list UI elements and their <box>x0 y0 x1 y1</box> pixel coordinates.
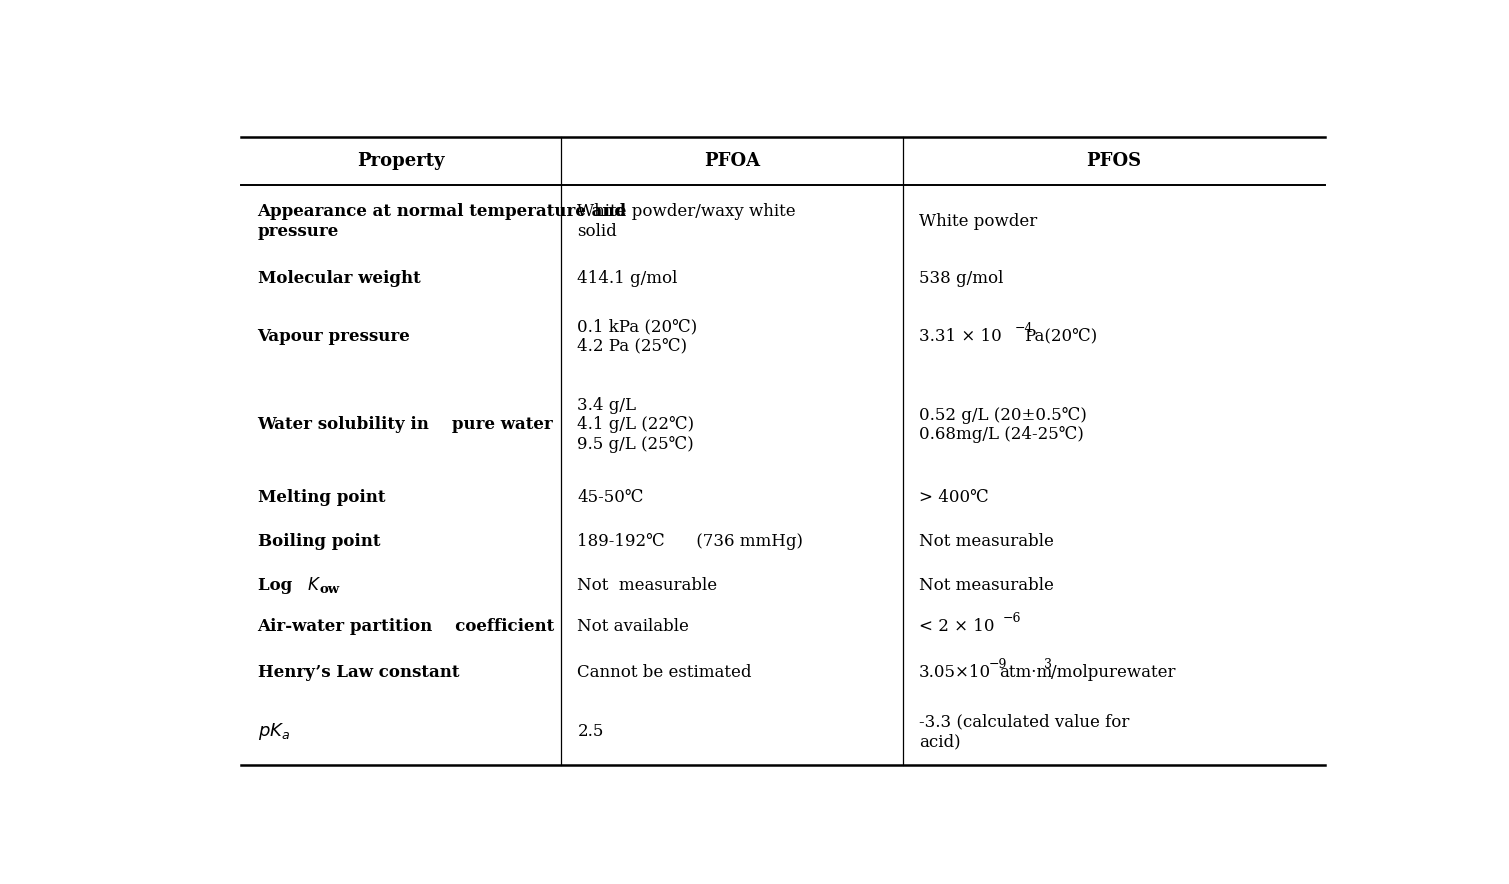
Text: Henry’s Law constant: Henry’s Law constant <box>258 664 459 681</box>
Text: $\mathbf{\mathit{K}}$: $\mathbf{\mathit{K}}$ <box>306 577 321 594</box>
Text: Appearance at normal temperature and
pressure: Appearance at normal temperature and pre… <box>258 203 626 240</box>
Text: Log: Log <box>258 577 297 594</box>
Text: Pa(20℃): Pa(20℃) <box>1025 328 1097 345</box>
Text: > 400℃: > 400℃ <box>919 489 988 506</box>
Text: 0.52 g/L (20±0.5℃)
0.68mg/L (24-25℃): 0.52 g/L (20±0.5℃) 0.68mg/L (24-25℃) <box>919 407 1086 443</box>
Text: White powder: White powder <box>919 213 1037 230</box>
Text: −9: −9 <box>988 658 1008 671</box>
Text: PFOA: PFOA <box>703 152 761 170</box>
Text: 3: 3 <box>1044 658 1052 671</box>
Text: 538 g/mol: 538 g/mol <box>919 271 1003 287</box>
Text: Not available: Not available <box>578 618 690 635</box>
Text: Cannot be estimated: Cannot be estimated <box>578 664 751 681</box>
Text: /molpurewater: /molpurewater <box>1052 664 1176 681</box>
Text: Property: Property <box>358 152 445 170</box>
Text: Air-water partition    coefficient: Air-water partition coefficient <box>258 618 555 635</box>
Text: −4: −4 <box>1016 322 1034 335</box>
Text: Not measurable: Not measurable <box>919 577 1053 594</box>
Text: 414.1 g/mol: 414.1 g/mol <box>578 271 678 287</box>
Text: ow: ow <box>320 583 340 597</box>
Text: < 2 × 10: < 2 × 10 <box>919 618 994 635</box>
Text: 189-192℃      (736 mmHg): 189-192℃ (736 mmHg) <box>578 533 803 550</box>
Text: 45-50℃: 45-50℃ <box>578 489 644 506</box>
Text: 3.05×10: 3.05×10 <box>919 664 991 681</box>
Text: Vapour pressure: Vapour pressure <box>258 328 410 345</box>
Text: 3.4 g/L
4.1 g/L (22℃)
9.5 g/L (25℃): 3.4 g/L 4.1 g/L (22℃) 9.5 g/L (25℃) <box>578 397 694 453</box>
Text: 0.1 kPa (20℃)
4.2 Pa (25℃): 0.1 kPa (20℃) 4.2 Pa (25℃) <box>578 318 697 354</box>
Text: Boiling point: Boiling point <box>258 533 380 550</box>
Text: White powder/waxy white
solid: White powder/waxy white solid <box>578 203 797 240</box>
Text: -3.3 (calculated value for
acid): -3.3 (calculated value for acid) <box>919 713 1129 750</box>
Text: $\mathit{pK}_{a}$: $\mathit{pK}_{a}$ <box>258 721 290 743</box>
Text: 2.5: 2.5 <box>578 723 604 740</box>
Text: Not measurable: Not measurable <box>919 533 1053 550</box>
Text: Molecular weight: Molecular weight <box>258 271 421 287</box>
Text: −6: −6 <box>1003 612 1022 625</box>
Text: PFOS: PFOS <box>1086 152 1141 170</box>
Text: Melting point: Melting point <box>258 489 385 506</box>
Text: Not  measurable: Not measurable <box>578 577 718 594</box>
Text: atm·m: atm·m <box>999 664 1053 681</box>
Text: Water solubility in    pure water: Water solubility in pure water <box>258 416 554 433</box>
Text: 3.31 × 10: 3.31 × 10 <box>919 328 1002 345</box>
